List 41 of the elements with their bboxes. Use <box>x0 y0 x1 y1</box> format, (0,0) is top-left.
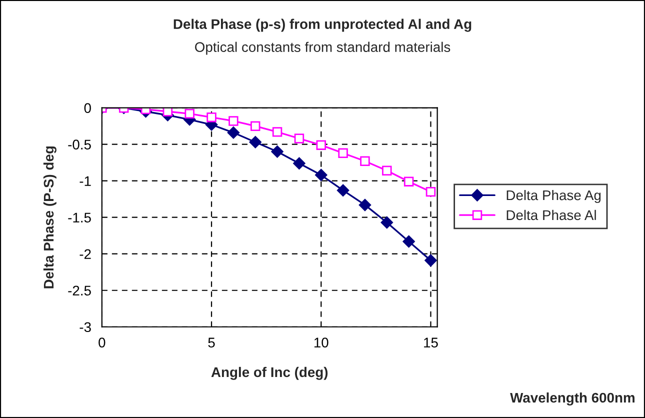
y-tick-label: -1 <box>80 176 91 186</box>
x-tick-label: 10 <box>314 338 328 348</box>
point <box>338 148 348 158</box>
point <box>162 108 173 116</box>
point <box>228 116 238 126</box>
y-tick-label: -3 <box>80 322 91 332</box>
y-axis-title: Delta Phase (P-S) deg <box>43 146 56 288</box>
chart-subtitle: Optical constants from standard materials <box>195 42 450 55</box>
point <box>402 235 415 248</box>
legend-label: Delta Phase Al <box>506 210 596 220</box>
point <box>424 254 437 267</box>
legend-label: Delta Phase Ag <box>506 190 601 203</box>
point <box>293 157 306 170</box>
point <box>426 186 436 197</box>
point <box>272 127 282 137</box>
point <box>249 136 262 148</box>
point <box>227 126 240 139</box>
point <box>358 198 372 212</box>
point <box>250 121 260 131</box>
point <box>380 216 393 229</box>
point <box>184 108 194 119</box>
y-tick-label: -2.5 <box>68 286 91 296</box>
point <box>382 166 392 176</box>
chart-title: Delta Phase (p-s) from unprotected Al and Ag <box>174 18 472 32</box>
y-tick-label: -1.5 <box>68 212 91 223</box>
point <box>316 140 326 150</box>
point <box>315 168 328 182</box>
x-tick-label: 0 <box>98 338 106 348</box>
point <box>271 146 284 158</box>
point <box>206 112 216 122</box>
y-tick-label: 0 <box>84 103 91 114</box>
text: Wavelength 600nm <box>510 392 634 406</box>
y-tick-label: -2 <box>80 249 91 259</box>
x-tick-label: 15 <box>424 338 438 348</box>
x-tick-label: 5 <box>208 338 215 348</box>
y-tick-label: -0.5 <box>68 140 91 150</box>
point <box>294 134 304 144</box>
x-axis-title: Angle of Inc (deg) <box>211 366 328 380</box>
point <box>360 156 370 166</box>
point <box>336 184 350 196</box>
point <box>404 176 414 186</box>
